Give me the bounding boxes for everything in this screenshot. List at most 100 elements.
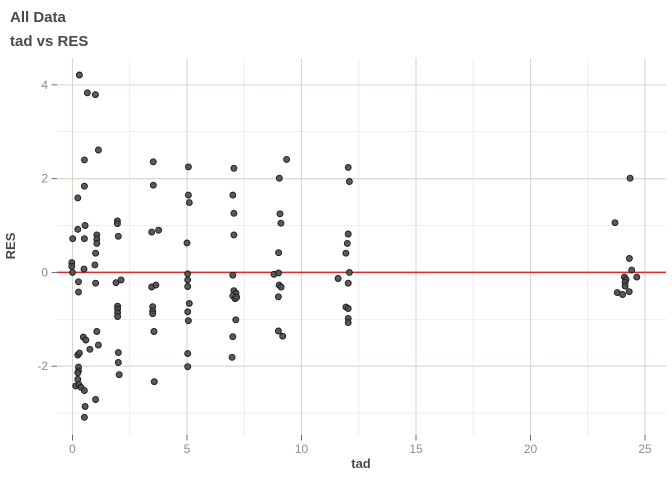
- data-point: [229, 333, 237, 341]
- data-point: [93, 328, 101, 335]
- data-point: [345, 268, 353, 276]
- data-point: [150, 328, 158, 335]
- data-point: [149, 181, 157, 189]
- data-point: [115, 371, 123, 379]
- data-point: [80, 235, 88, 243]
- data-point: [150, 378, 158, 386]
- data-point: [628, 266, 636, 274]
- data-point: [91, 261, 99, 269]
- data-point: [184, 317, 192, 325]
- data-point: [184, 363, 192, 371]
- data-point: [275, 174, 283, 182]
- data-point: [69, 268, 76, 276]
- x-tick-label: 5: [184, 442, 191, 456]
- axis-tick-labels: 0 5 10 15 20 25 -2 0 2 4: [37, 78, 652, 456]
- data-point: [230, 164, 238, 172]
- data-point: [274, 293, 282, 301]
- data-point: [80, 387, 88, 395]
- data-point: [114, 232, 122, 240]
- plot-title: All Data: [10, 9, 67, 26]
- data-point: [80, 265, 88, 273]
- data-point: [625, 288, 633, 296]
- y-axis-title: RES: [3, 232, 18, 259]
- data-point: [81, 403, 89, 410]
- data-point: [114, 313, 122, 320]
- data-point: [83, 89, 91, 97]
- x-axis-title: tad: [351, 456, 371, 471]
- data-point: [184, 276, 192, 284]
- data-point: [334, 275, 342, 282]
- data-point: [149, 158, 157, 166]
- y-tick-label: 2: [41, 172, 48, 186]
- data-point: [228, 353, 236, 361]
- data-point: [184, 270, 192, 278]
- data-point: [113, 220, 121, 228]
- data-point: [229, 271, 237, 279]
- data-point: [275, 269, 283, 277]
- data-point: [68, 262, 76, 270]
- data-point: [148, 228, 156, 236]
- data-point: [75, 71, 83, 79]
- data-point: [274, 327, 282, 335]
- data-point: [75, 278, 82, 286]
- x-tick-label: 25: [638, 442, 652, 456]
- data-point: [344, 279, 352, 287]
- data-point: [92, 279, 100, 287]
- data-point: [283, 155, 291, 163]
- data-point: [233, 293, 241, 301]
- data-point: [342, 249, 350, 257]
- data-point: [74, 194, 82, 202]
- data-point: [155, 226, 163, 234]
- data-point: [184, 191, 192, 199]
- data-point: [344, 230, 352, 238]
- data-point: [86, 345, 94, 353]
- plot-subtitle: tad vs RES: [10, 33, 88, 50]
- data-point: [74, 225, 82, 233]
- data-point: [633, 273, 641, 281]
- x-tick-label: 20: [524, 442, 538, 456]
- data-points: [68, 71, 641, 421]
- data-point: [93, 239, 101, 247]
- data-point: [94, 146, 102, 154]
- data-point: [345, 178, 353, 185]
- data-point: [69, 235, 77, 243]
- data-point: [114, 359, 122, 366]
- data-point: [344, 319, 352, 327]
- data-point: [184, 308, 192, 316]
- data-point: [185, 199, 193, 207]
- data-point: [74, 369, 82, 377]
- gridlines-minor: [57, 58, 666, 435]
- data-point: [184, 350, 192, 358]
- data-point: [626, 174, 634, 182]
- data-point: [625, 254, 633, 262]
- data-point: [184, 163, 192, 171]
- data-point: [279, 332, 287, 340]
- data-point: [117, 276, 125, 284]
- gridlines-major: [57, 58, 666, 435]
- data-point: [91, 91, 99, 99]
- data-point: [184, 283, 192, 290]
- data-point: [94, 341, 102, 349]
- data-point: [343, 239, 351, 247]
- data-point: [619, 291, 627, 298]
- data-point: [152, 281, 160, 289]
- data-point: [81, 222, 89, 229]
- data-point: [92, 396, 100, 403]
- data-point: [275, 249, 283, 257]
- data-point: [229, 191, 237, 199]
- data-point: [185, 299, 193, 307]
- y-tick-label: 0: [41, 265, 48, 279]
- data-point: [621, 282, 629, 290]
- data-point: [80, 182, 88, 190]
- data-point: [149, 310, 157, 318]
- data-point: [277, 283, 285, 291]
- data-point: [344, 305, 352, 312]
- data-point: [92, 249, 100, 257]
- data-point: [230, 209, 238, 217]
- data-point: [112, 279, 120, 287]
- data-point: [75, 288, 82, 296]
- y-tick-label: 4: [41, 78, 48, 92]
- y-tick-label: -2: [37, 359, 48, 373]
